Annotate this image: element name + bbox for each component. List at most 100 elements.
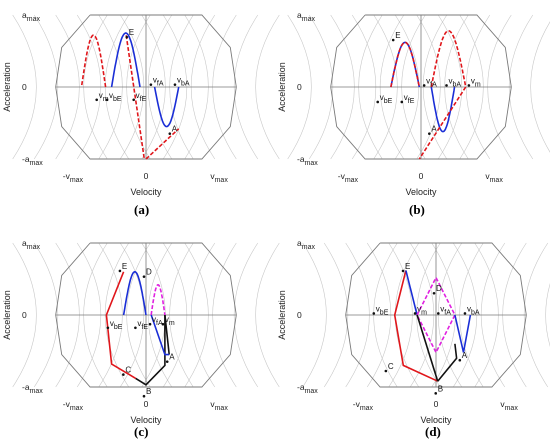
grid-arc — [33, 14, 59, 160]
point-label-sub: bA — [181, 81, 190, 88]
x-tick-label-main: -v — [63, 399, 71, 409]
point-marker — [118, 269, 122, 273]
point-marker — [467, 84, 471, 87]
x-tick-label-main: 0 — [419, 171, 424, 181]
point-marker — [401, 269, 405, 273]
point-label-main: D — [436, 284, 442, 293]
y-tick-label-sub: max — [302, 16, 316, 23]
point-label: D — [436, 284, 442, 293]
grid-arc — [508, 14, 534, 160]
y-tick-label-main: a — [297, 238, 302, 248]
x-tick-label-sub: max — [215, 177, 229, 184]
black-trajectory — [416, 314, 439, 382]
blue-trajectory — [153, 86, 180, 128]
y-tick-label-main: 0 — [22, 82, 27, 92]
x-tick-label: -vmax — [338, 171, 359, 184]
point-label-main: D — [146, 268, 152, 277]
point-label-sub: bA — [453, 81, 462, 88]
point-label-main: v — [137, 319, 141, 328]
x-tick-label: 0 — [144, 399, 149, 409]
grid-arc — [12, 14, 37, 160]
point-label-main: v — [426, 76, 430, 85]
point-label-sub: m — [475, 81, 481, 88]
point-label-main: v — [467, 304, 471, 313]
blue-trajectory — [405, 270, 418, 316]
point-label-main: A — [172, 125, 178, 134]
y-tick-label-main: -a — [22, 154, 30, 164]
point-label-sub: fA — [444, 309, 451, 316]
y-tick-label-main: -a — [22, 382, 30, 392]
red-trajectory — [145, 128, 180, 160]
point-label-main: E — [122, 262, 127, 271]
y-tick-label-main: a — [297, 10, 302, 20]
point-marker — [149, 83, 153, 86]
point-label-sub: fE — [141, 324, 148, 331]
x-axis-title: Velocity — [130, 415, 162, 425]
point-marker — [458, 358, 462, 362]
y-axis-title: Acceleration — [277, 290, 287, 340]
y-tick-label-sub: max — [30, 388, 44, 395]
point-label-main: v — [153, 76, 157, 85]
point-label: B — [438, 384, 443, 393]
point-marker — [400, 100, 404, 104]
point-marker — [391, 38, 395, 42]
point-label: vfA — [152, 315, 163, 327]
red-trajectory — [418, 86, 467, 160]
point-label-main: A — [431, 125, 437, 134]
y-tick-label-main: -a — [297, 154, 305, 164]
x-tick-label: 0 — [144, 171, 149, 181]
point-label: B — [146, 387, 151, 396]
x-tick-label-main: v — [500, 399, 505, 409]
grid-arc — [308, 14, 334, 160]
point-label: vm — [417, 304, 427, 316]
grid-arc — [233, 242, 259, 388]
point-marker — [132, 98, 135, 102]
red-trajectory — [80, 34, 107, 88]
point-label-main: v — [110, 319, 114, 328]
point-marker — [434, 392, 438, 395]
x-tick-label-main: v — [210, 399, 215, 409]
point-label: C — [125, 366, 131, 375]
x-tick-label-main: 0 — [434, 399, 439, 409]
point-label-main: A — [462, 351, 468, 360]
point-marker — [413, 312, 417, 315]
x-tick-label: vmax — [210, 171, 228, 184]
grid-arc — [233, 14, 259, 160]
point-marker — [437, 312, 440, 315]
point-marker — [445, 84, 448, 87]
grid-arc — [302, 242, 327, 388]
point-label-main: C — [125, 366, 131, 375]
y-axis-title: Acceleration — [2, 290, 12, 340]
point-label-main: v — [177, 76, 181, 85]
point-label: vfE — [137, 319, 148, 331]
point-label-main: v — [376, 304, 380, 313]
y-tick-label: amax — [22, 238, 40, 251]
black-trajectory — [164, 314, 170, 355]
point-marker — [384, 369, 388, 373]
x-axis-title: Velocity — [130, 187, 162, 197]
x-tick-label-main: -v — [63, 171, 71, 181]
y-tick-label-sub: max — [30, 160, 44, 167]
point-label-sub: bE — [113, 96, 122, 103]
y-tick-label: 0 — [297, 310, 302, 320]
x-tick-label: vmax — [210, 399, 228, 412]
x-tick-label-sub: max — [490, 177, 504, 184]
x-tick-label-main: v — [210, 171, 215, 181]
point-label-main: v — [449, 76, 453, 85]
point-label-main: v — [152, 315, 156, 324]
point-label: vfA — [426, 76, 437, 88]
point-label-main: v — [109, 91, 113, 100]
grid-arc — [523, 242, 549, 388]
y-tick-label-main: 0 — [22, 310, 27, 320]
x-tick-label-main: -v — [353, 399, 361, 409]
x-tick-label: -vmax — [63, 171, 84, 184]
point-label-main: v — [136, 91, 140, 100]
x-tick-label: vmax — [485, 171, 503, 184]
point-label: vbA — [177, 76, 190, 88]
point-label-sub: bE — [114, 324, 123, 331]
point-label: vbE — [380, 93, 393, 105]
panel-caption: (b) — [409, 202, 425, 217]
x-tick-label: -vmax — [353, 399, 374, 412]
